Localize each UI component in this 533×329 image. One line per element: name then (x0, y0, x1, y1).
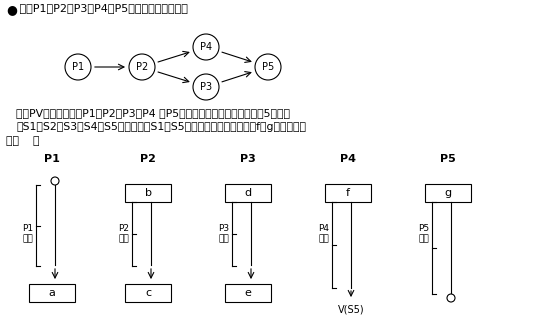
Circle shape (447, 294, 455, 302)
Text: P4: P4 (200, 42, 212, 52)
Circle shape (129, 54, 155, 80)
Text: c: c (145, 288, 151, 298)
Bar (425, 184, 471, 202)
Bar (325, 184, 371, 202)
Text: b: b (144, 188, 151, 198)
Text: P1: P1 (44, 154, 60, 164)
Text: g: g (445, 188, 451, 198)
Text: P4
执行: P4 执行 (319, 224, 329, 244)
Text: P1
执行: P1 执行 (22, 224, 34, 244)
Circle shape (193, 34, 219, 60)
Text: 进程P1、P2、P3、P4和P5的前趋图如下所示：: 进程P1、P2、P3、P4和P5的前趋图如下所示： (16, 3, 188, 13)
Bar (225, 184, 271, 202)
Circle shape (193, 74, 219, 100)
Text: P5: P5 (262, 62, 274, 72)
Text: P2: P2 (140, 154, 156, 164)
Bar (225, 284, 271, 302)
Text: P5
执行: P5 执行 (418, 224, 430, 244)
Circle shape (51, 177, 59, 185)
Bar (29, 284, 75, 302)
Text: P3: P3 (200, 82, 212, 92)
Text: P2: P2 (136, 62, 148, 72)
Text: P2
执行: P2 执行 (118, 224, 130, 244)
Text: a: a (49, 288, 55, 298)
Text: V(S5): V(S5) (338, 304, 365, 314)
Text: 若用PV操作控制进程P1、P2、P3、P4 、P5并发执行的过程，则需要设罔5个信号: 若用PV操作控制进程P1、P2、P3、P4 、P5并发执行的过程，则需要设罔5个… (16, 108, 290, 118)
Text: P3
执行: P3 执行 (219, 224, 230, 244)
Text: P3: P3 (240, 154, 256, 164)
Text: ●: ● (6, 3, 17, 16)
Bar (125, 184, 171, 202)
Text: P1: P1 (72, 62, 84, 72)
Bar (125, 284, 171, 302)
Text: d: d (245, 188, 252, 198)
Circle shape (255, 54, 281, 80)
Text: P5: P5 (440, 154, 456, 164)
Text: 写（    ）: 写（ ） (6, 136, 39, 146)
Text: e: e (245, 288, 252, 298)
Text: 量S1、S2、S3、S4和S5，且信号量S1～S5的初値都等于零。下图中f和g处应分别填: 量S1、S2、S3、S4和S5，且信号量S1～S5的初値都等于零。下图中f和g处… (16, 122, 306, 132)
Text: P4: P4 (340, 154, 356, 164)
Text: f: f (346, 188, 350, 198)
Circle shape (65, 54, 91, 80)
